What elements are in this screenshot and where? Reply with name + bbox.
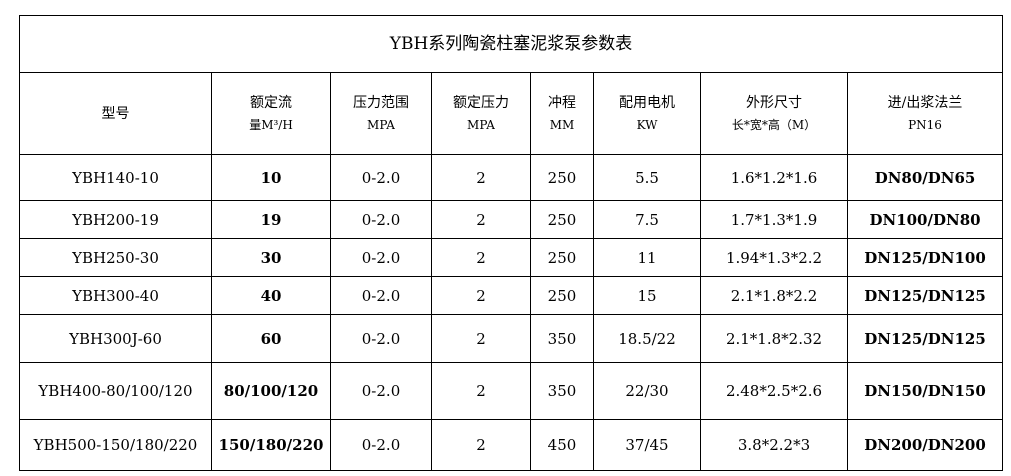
- column-header: 冲程 MM: [530, 72, 594, 155]
- table-cell: 350: [530, 314, 594, 363]
- table-cell: 22/30: [593, 362, 701, 420]
- table-cell: 2.48*2.5*2.6: [700, 362, 848, 420]
- header-label: 压力范围: [353, 94, 409, 111]
- header-label: 进/出浆法兰: [887, 94, 963, 111]
- table-cell: 0-2.0: [330, 419, 432, 471]
- table-cell: 250: [530, 154, 594, 201]
- table-cell: 1.94*1.3*2.2: [700, 238, 848, 277]
- header-unit: MPA: [467, 117, 495, 132]
- table-cell: DN125/DN100: [846, 238, 1004, 277]
- header-unit: 长*宽*高（M）: [731, 117, 817, 132]
- header-unit: KW: [636, 117, 658, 132]
- table-cell: DN125/DN125: [846, 314, 1004, 363]
- table-cell: 1.7*1.3*1.9: [700, 200, 848, 239]
- table-row: YBH400-80/100/120 80/100/120 0-2.0 2 350 22/3…: [19, 362, 1004, 420]
- table-cell: 2: [431, 238, 531, 277]
- table-cell: 1.6*1.2*1.6: [700, 154, 848, 201]
- table-cell: 2: [431, 362, 531, 420]
- column-header: 额定压力 MPA: [431, 72, 531, 155]
- table-cell: DN200/DN200: [846, 419, 1004, 471]
- header-label: 配用电机: [619, 94, 675, 111]
- header-unit: MM: [549, 117, 575, 132]
- table-cell: 60: [211, 314, 331, 363]
- table-cell: 250: [530, 238, 594, 277]
- column-header: 型号: [19, 72, 212, 155]
- table-cell: 15: [593, 276, 701, 315]
- table-cell: 5.5: [593, 154, 701, 201]
- table-row: YBH300J-60 60 0-2.0 2 350 18.5/22 2.1*1.8*2.32…: [19, 314, 1004, 363]
- table-row: YBH500-150/180/220 150/180/220 0-2.0 2 450 37…: [19, 419, 1004, 471]
- table-cell: YBH300-40: [19, 276, 212, 315]
- table-cell: YBH140-10: [19, 154, 212, 201]
- table-cell: 40: [211, 276, 331, 315]
- header-label: 型号: [101, 105, 130, 122]
- table-cell: 450: [530, 419, 594, 471]
- table-cell: 30: [211, 238, 331, 277]
- table-cell: 2: [431, 314, 531, 363]
- table-cell: DN100/DN80: [846, 200, 1004, 239]
- table-cell: YBH250-30: [19, 238, 212, 277]
- column-header: 额定流量M³/H: [211, 72, 331, 155]
- table-cell: 10: [211, 154, 331, 201]
- table-cell: 80/100/120: [211, 362, 331, 420]
- table-cell: 2: [431, 154, 531, 201]
- table-cell: 7.5: [593, 200, 701, 239]
- table-cell: 2.1*1.8*2.2: [700, 276, 848, 315]
- table-cell: 2: [431, 276, 531, 315]
- table-cell: 11: [593, 238, 701, 277]
- table-cell: 3.8*2.2*3: [700, 419, 848, 471]
- table-cell: 19: [211, 200, 331, 239]
- column-header: 配用电机 KW: [593, 72, 701, 155]
- header-unit: 量M³/H: [249, 117, 293, 132]
- table-cell: 2: [431, 419, 531, 471]
- table-row: YBH250-30 30 0-2.0 2 250 11 1.94*1.3*2.2 DN125/…: [19, 238, 1004, 277]
- table-row: YBH300-40 40 0-2.0 2 250 15 2.1*1.8*2.2 DN125/D…: [19, 276, 1004, 315]
- table-cell: 0-2.0: [330, 362, 432, 420]
- table-row: YBH200-19 19 0-2.0 2 250 7.5 1.7*1.3*1.9 DN100/…: [19, 200, 1004, 239]
- header-label: 额定压力: [453, 94, 509, 111]
- table-cell: 18.5/22: [593, 314, 701, 363]
- column-header: 进/出浆法兰 PN16: [846, 72, 1004, 155]
- table-cell: 0-2.0: [330, 276, 432, 315]
- table-cell: 0-2.0: [330, 238, 432, 277]
- table-cell: YBH500-150/180/220: [19, 419, 212, 471]
- pump-parameter-table: YBH系列陶瓷柱塞泥浆泵参数表 型号 额定流量M³/H 压力范围 MPA 额定压力 MPA…: [18, 15, 1004, 471]
- header-label: 额定流: [250, 94, 292, 111]
- table-cell: 0-2.0: [330, 200, 432, 239]
- table-cell: 0-2.0: [330, 154, 432, 201]
- table-cell: 0-2.0: [330, 314, 432, 363]
- table-cell: 2: [431, 200, 531, 239]
- table-title: YBH系列陶瓷柱塞泥浆泵参数表: [18, 15, 1004, 73]
- table-cell: YBH400-80/100/120: [19, 362, 212, 420]
- table-cell: DN80/DN65: [846, 154, 1004, 201]
- header-label: 外形尺寸: [746, 94, 802, 111]
- table-cell: YBH200-19: [19, 200, 212, 239]
- table-row: YBH140-10 10 0-2.0 2 250 5.5 1.6*1.2*1.6 DN80/D…: [19, 154, 1004, 201]
- table-cell: DN125/DN125: [846, 276, 1004, 315]
- table-cell: 37/45: [593, 419, 701, 471]
- table-cell: YBH300J-60: [19, 314, 212, 363]
- table-cell: DN150/DN150: [846, 362, 1004, 420]
- table-cell: 250: [530, 200, 594, 239]
- table-cell: 2.1*1.8*2.32: [700, 314, 848, 363]
- column-header: 压力范围 MPA: [330, 72, 432, 155]
- table-cell: 150/180/220: [211, 419, 331, 471]
- header-unit: MPA: [367, 117, 395, 132]
- header-row: 型号 额定流量M³/H 压力范围 MPA 额定压力 MPA 冲程 MM 配用电机 KW 外形尺寸长*…: [19, 72, 1004, 155]
- header-unit: PN16: [908, 117, 942, 132]
- column-header: 外形尺寸长*宽*高（M）: [700, 72, 848, 155]
- table-cell: 350: [530, 362, 594, 420]
- header-label: 冲程: [548, 94, 576, 111]
- table-cell: 250: [530, 276, 594, 315]
